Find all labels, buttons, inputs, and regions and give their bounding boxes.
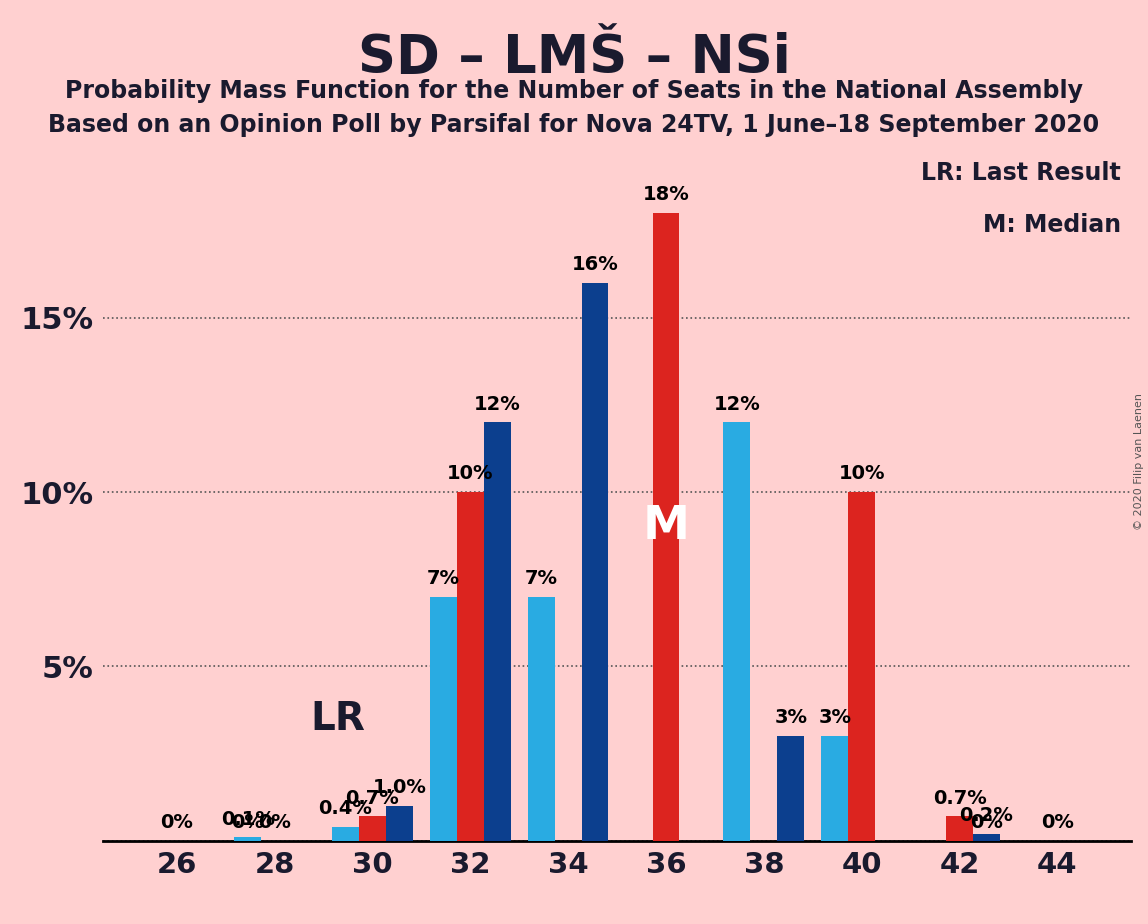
Bar [582,283,608,841]
Bar [528,597,554,841]
Text: 18%: 18% [643,185,689,204]
Text: LR: Last Result: LR: Last Result [921,161,1120,185]
Text: 3%: 3% [774,709,807,727]
Text: 3%: 3% [819,709,852,727]
Bar [777,736,805,841]
Bar [821,736,848,841]
Text: LR: LR [311,699,365,737]
Bar [848,492,875,841]
Bar [974,833,1000,841]
Text: 0%: 0% [258,813,290,833]
Bar [946,817,974,841]
Bar [429,597,457,841]
Text: 10%: 10% [447,464,494,483]
Text: 1.0%: 1.0% [372,778,426,797]
Text: 0.4%: 0.4% [318,799,372,818]
Text: M: Median: M: Median [983,213,1120,237]
Text: 16%: 16% [572,255,619,274]
Text: 12%: 12% [474,395,520,414]
Bar [457,492,483,841]
Bar [723,422,751,841]
Text: 0%: 0% [231,813,264,833]
Text: 7%: 7% [427,569,460,588]
Bar [483,422,511,841]
Text: 0%: 0% [161,813,193,833]
Text: 0%: 0% [1041,813,1073,833]
Text: 7%: 7% [525,569,558,588]
Bar [234,837,261,841]
Bar [359,817,386,841]
Bar [332,827,359,841]
Text: 0.2%: 0.2% [960,806,1014,825]
Text: 0.7%: 0.7% [932,789,986,808]
Text: M: M [643,505,690,550]
Text: 10%: 10% [838,464,885,483]
Text: 12%: 12% [714,395,760,414]
Text: 0.1%: 0.1% [220,809,274,829]
Bar [386,806,413,841]
Text: 0.7%: 0.7% [346,789,400,808]
Text: Probability Mass Function for the Number of Seats in the National Assembly: Probability Mass Function for the Number… [65,79,1083,103]
Bar [652,213,680,841]
Text: 0%: 0% [970,813,1003,833]
Text: SD – LMŠ – NSi: SD – LMŠ – NSi [358,32,790,84]
Text: © 2020 Filip van Laenen: © 2020 Filip van Laenen [1134,394,1143,530]
Text: Based on an Opinion Poll by Parsifal for Nova 24TV, 1 June–18 September 2020: Based on an Opinion Poll by Parsifal for… [48,113,1100,137]
